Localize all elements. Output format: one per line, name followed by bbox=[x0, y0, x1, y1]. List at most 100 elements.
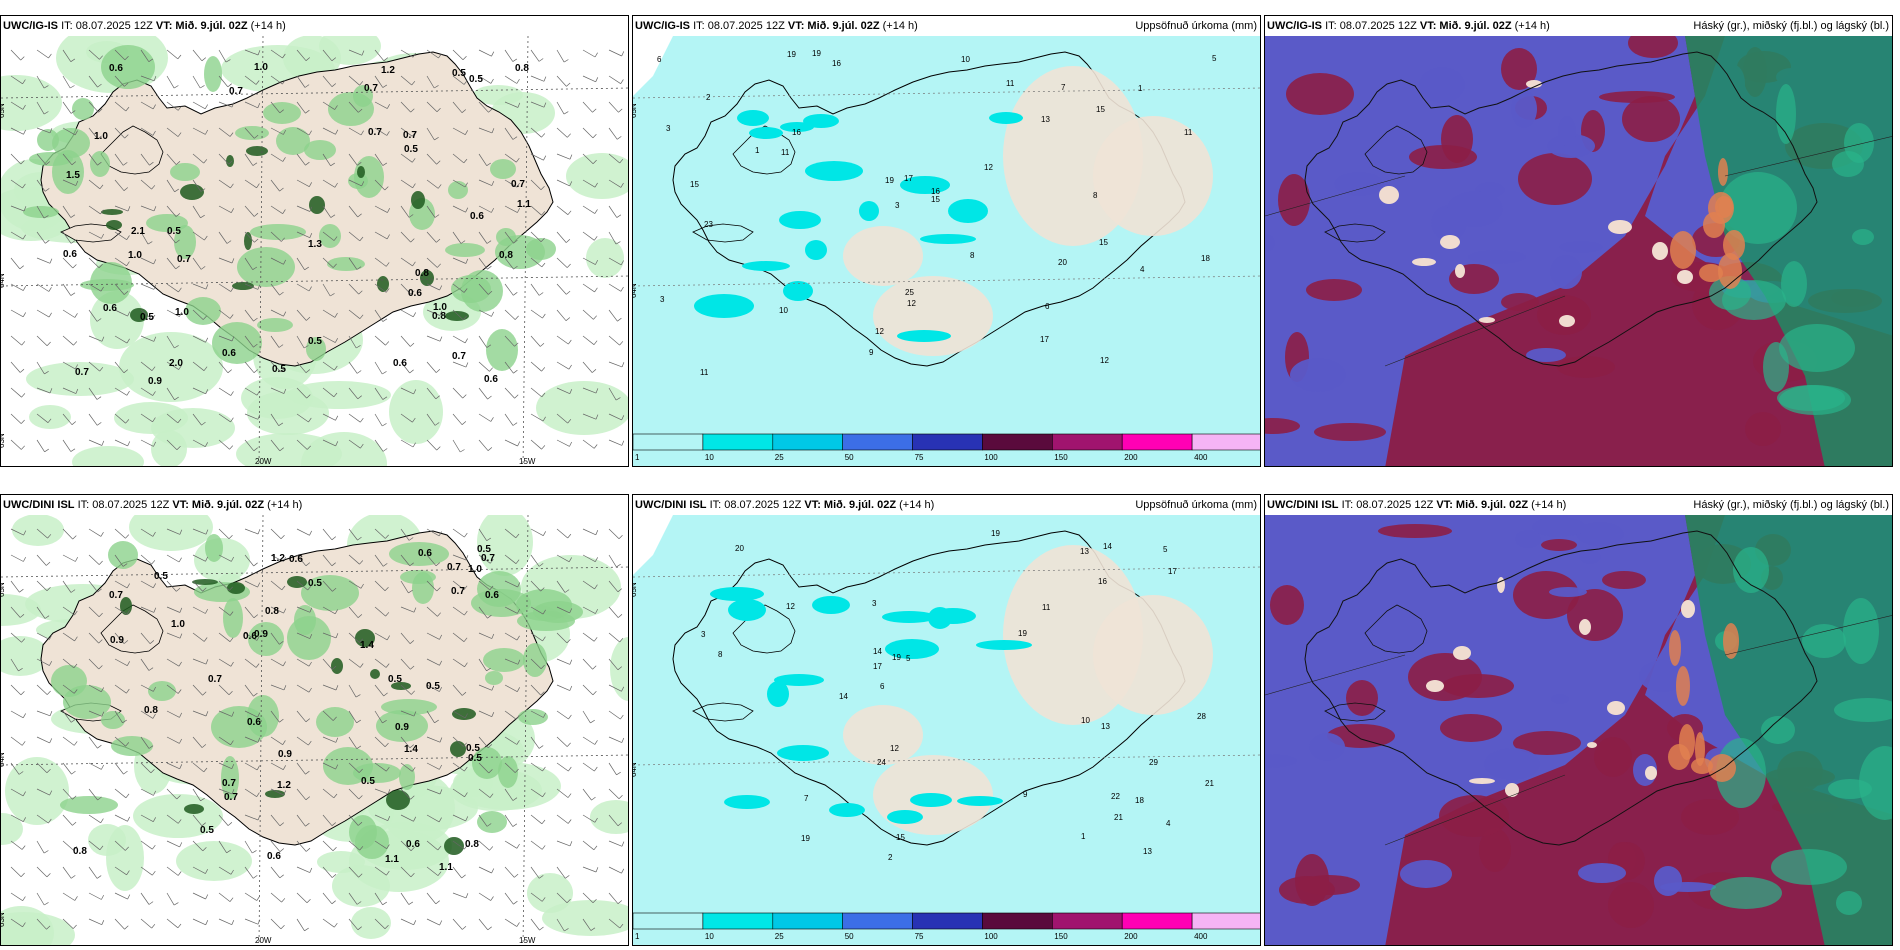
colorbar-swatch bbox=[1191, 912, 1260, 930]
map-clouds bbox=[1265, 515, 1892, 945]
accum-value-label: 10 bbox=[779, 306, 788, 315]
precip-value-label: 0.7 bbox=[224, 792, 238, 803]
accum-value-label: 12 bbox=[786, 602, 795, 611]
colorbar-swatch bbox=[633, 912, 704, 930]
init-time: IT: 08.07.2025 12Z bbox=[77, 499, 170, 511]
valid-label: VT: bbox=[804, 499, 821, 511]
lat-label: 65N bbox=[633, 103, 638, 118]
precip-value-label: 1.5 bbox=[66, 170, 80, 181]
map-wind-precip: 0.7 0.8 0.5 0.8 0.5 0.7 0.6 0.8 0.9 2.0 1.0 2.1 1.5 1… bbox=[1, 36, 628, 466]
accum-value-label: 8 bbox=[1093, 191, 1098, 200]
precip-value-label: 0.5 bbox=[469, 74, 483, 85]
precip-value-label: 1.0 bbox=[128, 250, 142, 261]
precip-value-label: 0.6 bbox=[243, 631, 257, 642]
mixed-cloud-patches bbox=[1670, 158, 1745, 289]
colorbar-swatch bbox=[633, 433, 704, 451]
accum-value-label: 13 bbox=[1080, 547, 1089, 556]
accum-value-label: 9 bbox=[1023, 790, 1028, 799]
precip-value-label: 0.5 bbox=[404, 144, 418, 155]
map-accum-precip: 3161413121412192820191321171519242122191… bbox=[633, 515, 1260, 945]
accum-value-labels: 3116101371215192516151086111211917191515… bbox=[657, 49, 1217, 377]
accum-value-label: 16 bbox=[931, 187, 940, 196]
heavy-precip-patches bbox=[694, 110, 1023, 342]
lon-label: 15W bbox=[519, 457, 536, 466]
colorbar-swatch bbox=[982, 433, 1053, 451]
precip-value-label: 0.7 bbox=[451, 586, 465, 597]
precip-value-label: 0.9 bbox=[254, 629, 268, 640]
precip-value-label: 0.8 bbox=[415, 268, 429, 279]
accum-value-label: 17 bbox=[904, 174, 913, 183]
panel-ig-is-clouds: UWC/IG-IS IT: 08.07.2025 12Z VT: Mið. 9.… bbox=[1264, 15, 1893, 467]
lat-label: 65N bbox=[1, 582, 6, 597]
valid-label: VT: bbox=[155, 20, 173, 32]
mixed-cloud-patches bbox=[1668, 623, 1739, 782]
precip-value-label: 0.7 bbox=[403, 130, 417, 141]
model-name: UWC/IG-IS bbox=[1267, 20, 1322, 32]
colorbar-swatch bbox=[1121, 912, 1193, 930]
precip-value-label: 0.5 bbox=[167, 226, 181, 237]
map-background bbox=[633, 36, 1260, 466]
accum-value-label: 18 bbox=[1135, 796, 1144, 805]
precip-value-label: 0.9 bbox=[110, 635, 124, 646]
colorbar-tick-label: 10 bbox=[705, 453, 714, 462]
valid-label: VT: bbox=[172, 499, 189, 511]
accum-value-label: 17 bbox=[1168, 567, 1177, 576]
accum-value-label: 4 bbox=[1166, 819, 1171, 828]
precip-value-label: 0.8 bbox=[499, 250, 513, 261]
accum-value-label: 15 bbox=[1099, 238, 1108, 247]
precip-value-label: 1.0 bbox=[254, 62, 268, 73]
valid-label: VT: bbox=[1436, 499, 1453, 511]
accum-value-label: 15 bbox=[931, 195, 940, 204]
panel-header: UWC/IG-IS IT: 08.07.2025 12Z VT: Mið. 9.… bbox=[1, 16, 628, 36]
precip-value-label: 0.5 bbox=[154, 571, 168, 582]
accum-value-label: 17 bbox=[873, 662, 882, 671]
precip-value-label: 1.2 bbox=[381, 65, 395, 76]
precip-value-label: 0.5 bbox=[140, 312, 154, 323]
panel-dini-clouds: UWC/DINI ISL IT: 08.07.2025 12Z VT: Mið.… bbox=[1264, 494, 1893, 946]
panel-title: Háský (gr.), miðský (fj.bl.) og lágský (… bbox=[1693, 20, 1889, 32]
lat-label: 64N bbox=[633, 283, 638, 298]
accum-value-label: 28 bbox=[1197, 712, 1206, 721]
precip-value-label: 1.0 bbox=[468, 564, 482, 575]
colorbar-swatch bbox=[912, 433, 983, 451]
precip-value-label: 0.7 bbox=[109, 590, 123, 601]
colorbar-tick-label: 400 bbox=[1194, 453, 1208, 462]
accum-value-label: 3 bbox=[872, 599, 877, 608]
precip-value-label: 0.7 bbox=[229, 86, 243, 97]
accum-value-label: 15 bbox=[896, 833, 905, 842]
init-time: IT: 08.07.2025 12Z bbox=[61, 20, 153, 32]
colorbar-swatch bbox=[912, 912, 983, 930]
valid-time: Mið. 9.júl. 02Z bbox=[1455, 499, 1529, 511]
accum-value-label: 7 bbox=[1061, 83, 1066, 92]
model-name: UWC/DINI ISL bbox=[1267, 499, 1339, 511]
accum-value-label: 13 bbox=[1143, 847, 1152, 856]
accum-value-label: 12 bbox=[875, 327, 884, 336]
precip-value-label: 1.0 bbox=[171, 619, 185, 630]
accum-value-label: 11 bbox=[1006, 79, 1015, 88]
boundary-lines bbox=[1265, 615, 1892, 846]
clear-sky-patches bbox=[1379, 80, 1693, 327]
accum-value-label: 12 bbox=[890, 744, 899, 753]
valid-time: Mið. 9.júl. 02Z bbox=[1439, 20, 1512, 32]
precip-value-label: 0.7 bbox=[481, 553, 495, 564]
precip-value-label: 0.6 bbox=[289, 554, 303, 565]
colorbar-tick-label: 25 bbox=[775, 453, 784, 462]
precip-value-labels: 0.90.51.20.80.91.01.11.00.50.70.70.60.51… bbox=[73, 544, 499, 873]
precip-value-label: 1.0 bbox=[175, 307, 189, 318]
accum-value-label: 18 bbox=[1201, 254, 1210, 263]
colorbar-swatch bbox=[1051, 912, 1123, 930]
precip-contours bbox=[51, 534, 583, 859]
lat-label: 63N bbox=[1, 433, 6, 448]
accum-value-label: 29 bbox=[1149, 758, 1158, 767]
precip-value-label: 0.6 bbox=[408, 288, 422, 299]
valid-time: Mið. 9.júl. 02Z bbox=[191, 499, 265, 511]
colorbar-tick-label: 150 bbox=[1054, 453, 1068, 462]
precip-value-label: 0.6 bbox=[63, 249, 77, 260]
accum-value-label: 19 bbox=[801, 834, 810, 843]
accum-value-label: 8 bbox=[718, 650, 723, 659]
panel-dini-wind-precip: UWC/DINI ISL IT: 08.07.2025 12Z VT: Mið.… bbox=[0, 494, 629, 946]
precip-value-label: 0.8 bbox=[432, 311, 446, 322]
accum-value-label: 11 bbox=[1042, 603, 1051, 612]
accum-value-label: 14 bbox=[873, 647, 882, 656]
lon-label: 20W bbox=[255, 457, 272, 466]
